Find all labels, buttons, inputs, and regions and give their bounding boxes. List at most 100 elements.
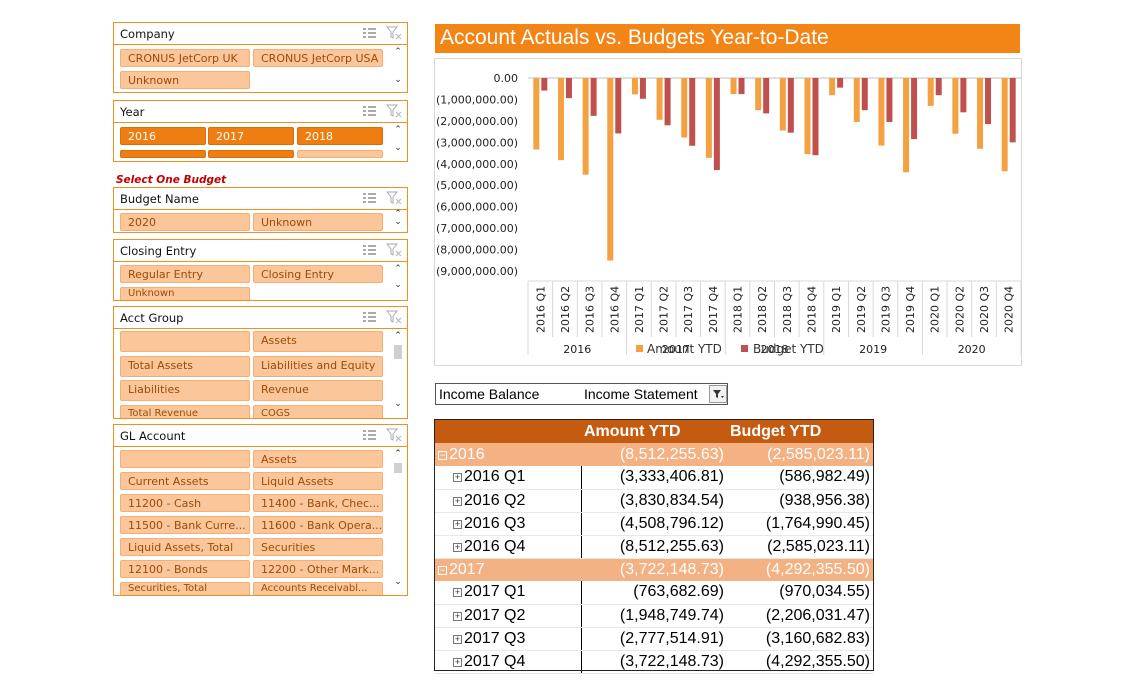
pivot-quarter-row[interactable]: +2016 Q2 (3,830,834.54) (938,956.38) [435,489,873,513]
budget-ytd-bar[interactable] [911,78,918,140]
scroll-down-icon[interactable]: ⌄ [394,143,402,153]
amount-ytd-bar[interactable] [952,78,959,134]
scroll-down-icon[interactable]: ⌄ [394,280,402,290]
slicer-item[interactable]: 2017 [208,127,294,145]
multi-select-icon[interactable] [362,191,378,205]
clear-filter-icon[interactable] [386,191,402,205]
amount-ytd-bar[interactable] [829,78,836,96]
pivot-year-row[interactable]: −2016 (8,512,255.63) (2,585,023.11) [435,443,873,466]
budget-ytd-bar[interactable] [985,78,992,125]
budget-ytd-bar[interactable] [738,78,745,95]
multi-select-icon[interactable] [362,104,378,118]
slicer-item[interactable]: Total Revenue [120,405,250,418]
row-label[interactable]: −2016 [435,443,581,466]
expand-icon[interactable]: + [453,656,462,667]
slicer-item[interactable]: 11600 - Bank Opera... [253,516,383,534]
slicer-scrollbar[interactable]: ⌃ ⌄ [392,447,404,595]
multi-select-icon[interactable] [362,428,378,442]
chart-area[interactable]: 0.00 (1,000,000.00) (2,000,000.00) (3,000,0… [434,58,1022,366]
filter-dropdown-button[interactable] [709,385,727,403]
amount-ytd-bar[interactable] [1001,78,1008,172]
slicer-item[interactable]: 2018 [297,127,383,145]
scroll-up-icon[interactable]: ⌃ [394,331,402,341]
clear-filter-icon[interactable] [386,243,402,257]
expand-icon[interactable]: + [453,633,462,644]
slicer-scrollbar[interactable]: ⌃ ⌄ [392,262,404,300]
amount-ytd-bar[interactable] [681,78,688,138]
slicer-item[interactable]: Regular Entry [120,265,250,283]
pivot-quarter-row[interactable]: +2017 Q3 (2,777,514.91) (3,160,682.83) [435,627,873,651]
row-label[interactable]: +2017 Q2 [435,604,582,628]
amount-ytd-bar[interactable] [607,78,614,261]
amount-ytd-bar[interactable] [804,78,811,155]
row-label[interactable]: +2016 Q1 [435,466,582,490]
slicer-item[interactable] [120,331,250,352]
scroll-down-icon[interactable]: ⌄ [394,577,402,587]
budget-ytd-bar[interactable] [639,78,646,99]
budget-ytd-bar[interactable] [689,78,696,146]
slicer-item[interactable]: Unknown [120,71,250,89]
budget-ytd-bar[interactable] [664,78,671,126]
amount-ytd-bar[interactable] [730,78,737,95]
scroll-thumb[interactable] [394,345,402,359]
slicer-item[interactable]: COGS [253,405,383,418]
amount-ytd-bar[interactable] [582,78,589,175]
slicer-item[interactable]: Current Assets [120,472,250,490]
row-label[interactable]: −2017 [435,558,581,581]
amount-ytd-bar[interactable] [656,78,663,120]
scroll-down-icon[interactable]: ⌄ [394,399,402,409]
scroll-up-icon[interactable]: ⌃ [394,47,402,57]
slicer-item[interactable]: Total Assets [120,356,250,377]
slicer-scrollbar[interactable]: ⌃ ⌄ [392,45,404,93]
expand-icon[interactable]: + [453,518,462,529]
amount-ytd-bar[interactable] [533,78,540,150]
clear-filter-icon[interactable] [386,428,402,442]
amount-ytd-bar[interactable] [779,78,786,131]
slicer-item[interactable]: Liabilities and Equity [253,356,383,377]
amount-ytd-bar[interactable] [705,78,712,158]
amount-ytd-bar[interactable] [755,78,762,111]
slicer-item[interactable]: 2020 [120,213,250,231]
slicer-item[interactable]: Assets [253,450,383,468]
budget-ytd-bar[interactable] [935,78,942,96]
expand-icon[interactable]: + [453,495,462,506]
slicer-item[interactable]: Liquid Assets [253,472,383,490]
scroll-down-icon[interactable]: ⌄ [394,217,402,227]
budget-ytd-bar[interactable] [713,78,720,171]
slicer-item[interactable]: 11400 - Bank, Chec... [253,494,383,512]
budget-ytd-bar[interactable] [861,78,868,111]
pivot-quarter-row[interactable]: +2016 Q3 (4,508,796.12) (1,764,990.45) [435,512,873,536]
slicer-item[interactable]: Liquid Assets, Total [120,538,250,556]
row-label[interactable]: +2017 Q3 [435,627,582,651]
expand-icon[interactable]: + [453,610,462,621]
multi-select-icon[interactable] [362,26,378,40]
budget-ytd-bar[interactable] [590,78,597,116]
slicer-item[interactable]: Assets [253,331,383,352]
expand-icon[interactable]: + [453,472,462,483]
amount-ytd-bar[interactable] [557,78,564,161]
budget-ytd-bar[interactable] [886,78,893,122]
collapse-icon[interactable]: − [438,449,447,460]
multi-select-icon[interactable] [362,243,378,257]
slicer-item[interactable]: Liabilities [120,380,250,401]
scroll-up-icon[interactable]: ⌃ [394,449,402,459]
slicer-item[interactable]: Securities [253,538,383,556]
slicer-item[interactable]: 12200 - Other Mark... [253,560,383,578]
slicer-item[interactable]: Securities, Total [120,582,250,595]
slicer-item[interactable]: 11200 - Cash [120,494,250,512]
slicer-item[interactable] [297,150,383,158]
scroll-up-icon[interactable]: ⌃ [394,125,402,135]
slicer-item[interactable] [120,450,250,468]
slicer-item[interactable] [120,150,206,158]
expand-icon[interactable]: + [453,541,462,552]
slicer-item[interactable]: CRONUS JetCorp UK [120,49,250,67]
amount-ytd-bar[interactable] [903,78,910,173]
slicer-item[interactable]: Closing Entry [253,265,383,283]
slicer-scrollbar[interactable]: ⌃ ⌄ [392,209,404,232]
slicer-item[interactable]: 11500 - Bank Curre... [120,516,250,534]
collapse-icon[interactable]: − [438,564,447,575]
scroll-up-icon[interactable]: ⌃ [394,264,402,274]
slicer-item[interactable]: 2016 [120,127,206,145]
budget-ytd-bar[interactable] [541,78,548,91]
clear-filter-icon[interactable] [386,310,402,324]
